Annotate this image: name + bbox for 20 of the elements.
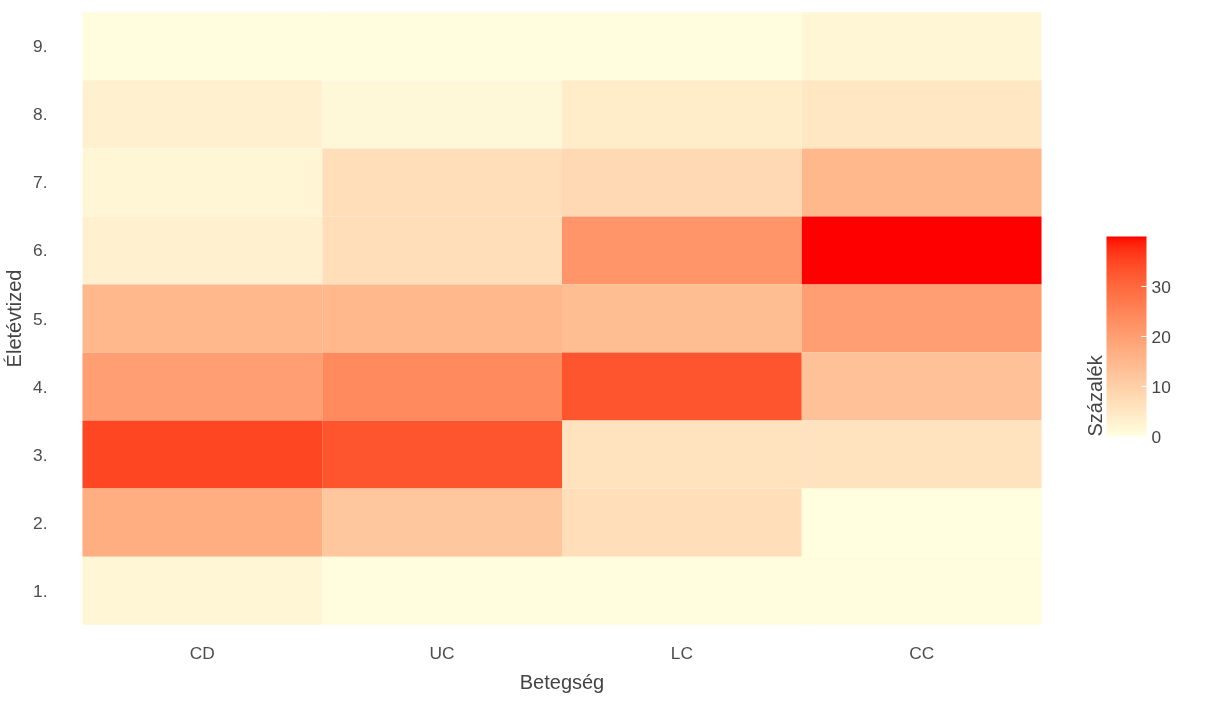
y-tick-label: 4. <box>33 376 48 397</box>
y-axis-title: Életévtized <box>3 269 26 368</box>
color-bar-label: 30 <box>1151 276 1171 297</box>
y-tick-label: 5. <box>33 308 48 329</box>
y-tick-label: 1. <box>33 580 48 601</box>
x-tick-label: UC <box>429 642 455 663</box>
x-tick-label: CD <box>189 642 215 663</box>
y-tick-label: 6. <box>33 240 48 261</box>
color-bar-title: Százalék <box>1083 354 1106 437</box>
y-tick-label: 7. <box>33 172 48 193</box>
x-axis-title: Betegség <box>519 670 605 693</box>
x-tick-label: CC <box>909 642 935 663</box>
y-tick-label: 8. <box>33 104 48 125</box>
y-tick-label: 9. <box>33 36 48 57</box>
color-bar-label: 20 <box>1151 326 1171 347</box>
x-tick-label: LC <box>670 642 693 663</box>
color-bar-label: 10 <box>1151 376 1171 397</box>
y-tick-label: 2. <box>33 512 48 533</box>
color-bar-label: 0 <box>1151 426 1162 447</box>
y-tick-label: 3. <box>33 444 48 465</box>
